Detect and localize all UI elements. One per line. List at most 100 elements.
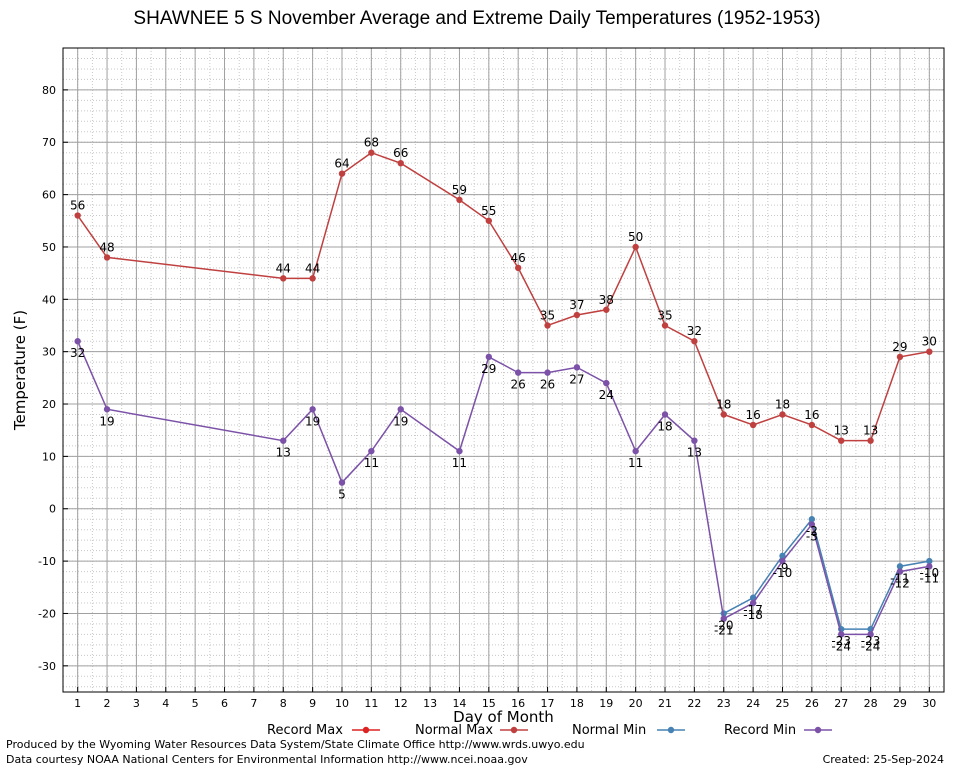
x-tick-label: 17 bbox=[541, 697, 555, 710]
normal-min-point bbox=[808, 516, 816, 523]
footer-producer: Produced by the Wyoming Water Resources … bbox=[6, 738, 585, 751]
normal-max-point bbox=[397, 159, 404, 167]
x-tick-label: 7 bbox=[250, 697, 257, 710]
y-tick-label: -10 bbox=[38, 555, 56, 568]
normal-min-data-label: -23 bbox=[861, 634, 881, 648]
normal-max-data-label: 30 bbox=[922, 335, 937, 349]
y-tick-label: -20 bbox=[38, 607, 56, 620]
record-min-data-label: -24 bbox=[831, 639, 851, 653]
x-tick-label: 24 bbox=[746, 697, 760, 710]
normal-min-point bbox=[749, 594, 757, 601]
record-min-data-label: -11 bbox=[920, 571, 940, 585]
normal-max-point bbox=[74, 212, 81, 219]
normal-max-point bbox=[338, 170, 346, 177]
legend-marker-record-min bbox=[814, 726, 822, 734]
x-tick-label: 25 bbox=[775, 697, 789, 710]
normal-max-point bbox=[808, 421, 816, 429]
record-min-data-label: 11 bbox=[628, 456, 643, 470]
x-tick-label: 15 bbox=[482, 697, 496, 710]
record-min-point bbox=[280, 437, 287, 444]
normal-max-data-label: 48 bbox=[99, 240, 114, 254]
record-min-line bbox=[76, 340, 930, 636]
record-min-point bbox=[397, 406, 404, 413]
record-min-point bbox=[74, 338, 81, 345]
normal-max-point bbox=[280, 275, 287, 282]
x-tick-label: 21 bbox=[658, 697, 672, 710]
y-tick-label: 70 bbox=[42, 136, 56, 149]
record-min-point bbox=[661, 411, 669, 418]
record-min-point bbox=[691, 437, 698, 444]
normal-max-data-label: 50 bbox=[628, 230, 643, 244]
normal-min-point bbox=[926, 557, 933, 565]
y-tick-label: 30 bbox=[42, 346, 56, 359]
plot-frame bbox=[62, 47, 945, 693]
record-min-point bbox=[720, 615, 727, 622]
x-tick-label: 12 bbox=[394, 697, 408, 710]
axis-layer: 1 2 3 4 5 6 7 8 9 10 11 12 13 14 15 16 17 18 19 20 21 22 23 24 2… bbox=[11, 47, 945, 726]
y-tick-label: 40 bbox=[42, 293, 56, 306]
record-min-data-label: 19 bbox=[393, 414, 408, 428]
record-min-data-label: 18 bbox=[657, 420, 672, 434]
normal-max-data-label: 59 bbox=[452, 183, 467, 197]
x-tick-label: 18 bbox=[570, 697, 584, 710]
record-min-data-label: 29 bbox=[481, 362, 496, 376]
normal-min-data-label: -23 bbox=[831, 634, 851, 648]
x-tick-label: 27 bbox=[834, 697, 848, 710]
x-tick-label: 22 bbox=[687, 697, 701, 710]
normal-max-data-label: 56 bbox=[70, 199, 85, 213]
normal-max-data-label: 16 bbox=[745, 408, 760, 422]
y-tick-label: 0 bbox=[49, 503, 56, 516]
normal-min-point bbox=[779, 552, 786, 560]
y-tick-label: 20 bbox=[42, 398, 56, 411]
record-min-data-label: 13 bbox=[687, 446, 702, 460]
record-min-point bbox=[749, 599, 757, 607]
x-tick-label: 14 bbox=[452, 697, 466, 710]
record-min-data-label: 11 bbox=[452, 456, 467, 470]
normal-max-data-label: 46 bbox=[511, 251, 526, 265]
normal-max-point bbox=[661, 322, 669, 329]
x-tick-label: 19 bbox=[599, 697, 613, 710]
record-min-point bbox=[867, 631, 874, 638]
normal-max-data-label: 66 bbox=[393, 146, 408, 160]
normal-max-point bbox=[749, 421, 757, 429]
x-tick-label: 2 bbox=[104, 697, 111, 710]
y-tick-label: 10 bbox=[42, 450, 56, 463]
normal-max-point bbox=[926, 348, 933, 355]
series-layer bbox=[74, 149, 933, 638]
chart-title: SHAWNEE 5 S November Average and Extreme… bbox=[133, 8, 821, 29]
normal-max-data-label: 55 bbox=[481, 204, 496, 218]
x-tick-label: 10 bbox=[335, 697, 349, 710]
normal-max-data-label: 32 bbox=[687, 324, 702, 338]
record-min-data-label: -12 bbox=[890, 577, 910, 591]
record-min-data-label: 27 bbox=[569, 372, 584, 386]
x-tick-label: 9 bbox=[309, 697, 316, 710]
normal-max-point bbox=[720, 411, 727, 418]
normal-max-data-label: 13 bbox=[863, 424, 878, 438]
normal-max-point bbox=[514, 264, 522, 272]
normal-max-point bbox=[368, 149, 375, 156]
normal-max-point bbox=[103, 254, 111, 261]
record-min-data-label: 11 bbox=[364, 456, 379, 470]
normal-max-data-label: 18 bbox=[716, 398, 731, 412]
normal-max-line bbox=[77, 151, 930, 442]
y-tick-label: 50 bbox=[42, 241, 56, 254]
x-tick-label: 8 bbox=[280, 697, 287, 710]
normal-max-point bbox=[456, 196, 463, 204]
x-tick-label: 11 bbox=[364, 697, 378, 710]
record-min-data-label: 24 bbox=[599, 388, 614, 402]
label-layer: 56 48 44 44 64 68 66 59 55 46 35 37 38 50 35 32 18 16 18 16… bbox=[70, 136, 939, 654]
normal-max-point bbox=[573, 311, 581, 319]
record-min-point bbox=[573, 364, 581, 371]
x-tick-label: 20 bbox=[629, 697, 643, 710]
x-tick-label: 28 bbox=[864, 697, 878, 710]
record-min-data-label: 13 bbox=[276, 446, 291, 460]
legend-marker-normal-max bbox=[510, 726, 518, 734]
legend-label-normal-min: Normal Min bbox=[572, 723, 646, 738]
normal-max-data-label: 38 bbox=[599, 293, 614, 307]
x-tick-label: 6 bbox=[221, 697, 228, 710]
footer-created: Created: 25-Sep-2024 bbox=[822, 753, 944, 766]
normal-min-data-label: -11 bbox=[890, 571, 910, 585]
x-tick-label: 4 bbox=[162, 697, 169, 710]
x-axis-label: Day of Month bbox=[453, 708, 554, 726]
